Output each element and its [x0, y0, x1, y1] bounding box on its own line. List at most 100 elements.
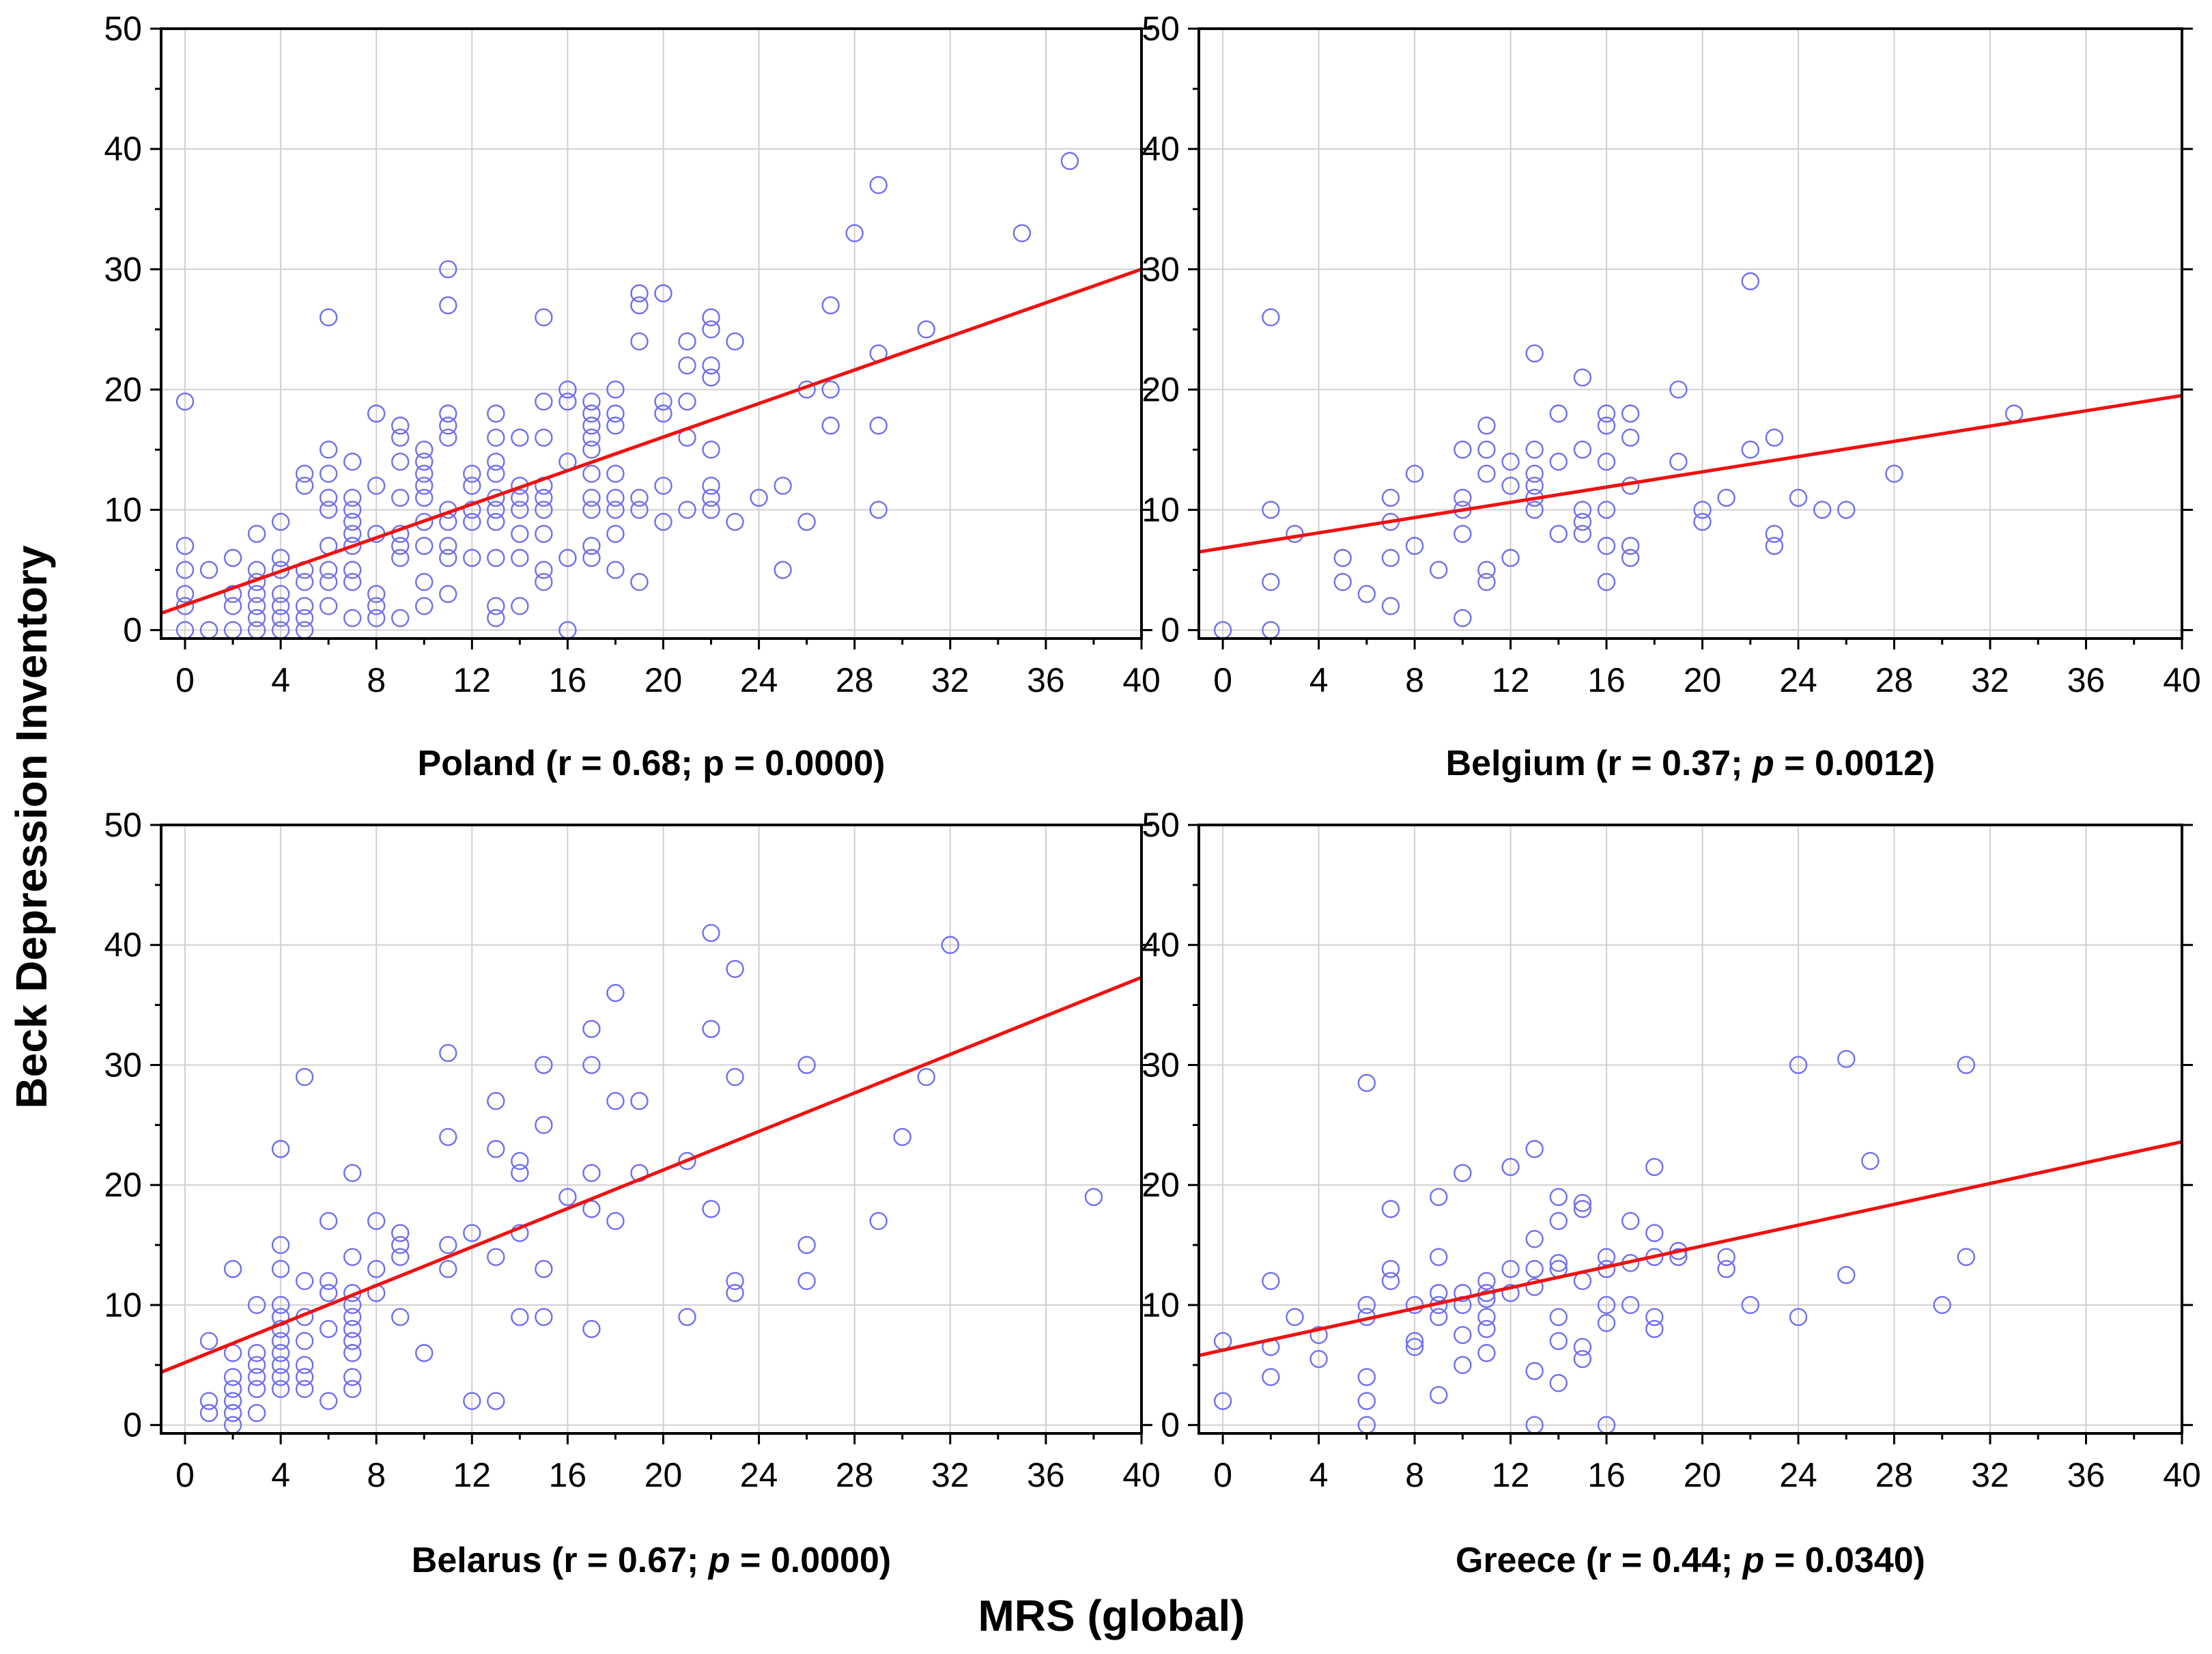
data-point [415, 488, 434, 507]
data-point [1381, 488, 1400, 507]
y-tick-label: 40 [1142, 130, 1180, 168]
data-point [1549, 524, 1568, 543]
data-point [678, 1308, 696, 1326]
data-point [1357, 1392, 1376, 1410]
x-tick-label: 32 [1971, 1456, 2009, 1494]
data-point [391, 537, 410, 555]
x-tick-label: 32 [1971, 661, 2009, 699]
data-point [511, 1308, 529, 1326]
data-point [1405, 537, 1424, 555]
data-point [487, 1248, 505, 1266]
y-tick-label: 40 [1142, 926, 1180, 964]
data-point [271, 1260, 290, 1278]
data-point [319, 464, 338, 483]
data-point [678, 501, 696, 519]
data-point [439, 404, 457, 423]
y-tick-label: 20 [1142, 370, 1180, 408]
x-tick-label: 8 [367, 661, 386, 699]
data-point [1669, 380, 1688, 399]
data-point [535, 1116, 553, 1134]
x-tick-label: 0 [175, 1456, 195, 1494]
data-point [319, 573, 338, 591]
data-point [797, 512, 816, 531]
data-point [1454, 488, 1472, 507]
data-point [869, 176, 888, 195]
data-point [463, 512, 481, 531]
data-point [582, 1164, 601, 1182]
x-tick-label: 28 [836, 661, 874, 699]
data-point [343, 608, 362, 628]
data-point [295, 1368, 314, 1386]
data-point [1597, 452, 1616, 471]
data-point [1477, 1289, 1496, 1308]
data-point [1012, 224, 1032, 242]
data-point [1549, 1254, 1568, 1272]
x-tick-label: 8 [1405, 1456, 1424, 1494]
data-point [1477, 1308, 1496, 1326]
data-point [223, 548, 242, 567]
regression-line [1198, 393, 2183, 554]
data-point [774, 477, 792, 495]
data-point [367, 597, 386, 615]
y-tick-label: 30 [1142, 1046, 1180, 1084]
data-point [1454, 1356, 1472, 1375]
data-point [1933, 1295, 1951, 1315]
data-point [678, 332, 696, 351]
data-point [535, 1308, 553, 1326]
data-point [1573, 512, 1592, 531]
data-point [247, 1356, 266, 1375]
y-tick-label: 0 [1161, 1406, 1180, 1444]
data-point [1357, 1295, 1376, 1315]
x-tick-label: 20 [644, 661, 683, 699]
data-point [199, 561, 218, 579]
data-point [1717, 1260, 1735, 1278]
y-tick-label: 50 [104, 806, 142, 844]
data-point [343, 452, 362, 471]
data-point [1262, 501, 1280, 519]
data-point [1454, 1326, 1472, 1345]
data-point [606, 1092, 625, 1110]
data-point [175, 561, 195, 579]
data-point [1381, 1260, 1400, 1278]
data-point [1837, 1265, 1856, 1285]
x-tick-label: 24 [740, 661, 778, 699]
data-point [1405, 1338, 1424, 1356]
caption-p-value: = 0.0340) [1764, 1541, 1925, 1580]
data-point [487, 464, 505, 483]
data-point [558, 392, 577, 411]
data-point [319, 1319, 338, 1338]
data-point [1573, 1200, 1592, 1218]
data-point [1286, 524, 1304, 543]
data-point [319, 308, 338, 326]
data-point [582, 488, 601, 507]
x-tick-label: 12 [453, 1456, 492, 1494]
data-point [391, 452, 410, 471]
data-point [1309, 1326, 1328, 1345]
data-point [702, 320, 720, 339]
data-point [343, 573, 362, 591]
data-point [1477, 561, 1496, 579]
data-point [702, 1200, 720, 1218]
data-point [511, 1151, 529, 1171]
data-point [1525, 1260, 1544, 1278]
data-point [271, 1356, 290, 1375]
data-point [702, 1020, 720, 1038]
data-point [319, 440, 338, 459]
data-point [1430, 1386, 1448, 1404]
data-point [654, 512, 672, 531]
data-point [247, 524, 266, 543]
data-point [558, 1188, 577, 1206]
data-point [582, 548, 601, 567]
y-tick-label: 30 [104, 250, 142, 288]
data-point [1573, 368, 1592, 387]
data-point [319, 1284, 338, 1302]
data-point [1621, 428, 1640, 447]
data-point [319, 488, 338, 507]
data-point [439, 537, 457, 555]
data-point [175, 537, 195, 555]
data-point [1765, 428, 1784, 447]
data-point [1262, 308, 1280, 326]
panel-greece: 0 4 8 12 16 20 24 28 32 36 40 0 10 20 30 40 50 Greece (r … [1142, 806, 2200, 1580]
data-point [295, 1379, 314, 1399]
caption-country: Belarus [412, 1541, 542, 1580]
